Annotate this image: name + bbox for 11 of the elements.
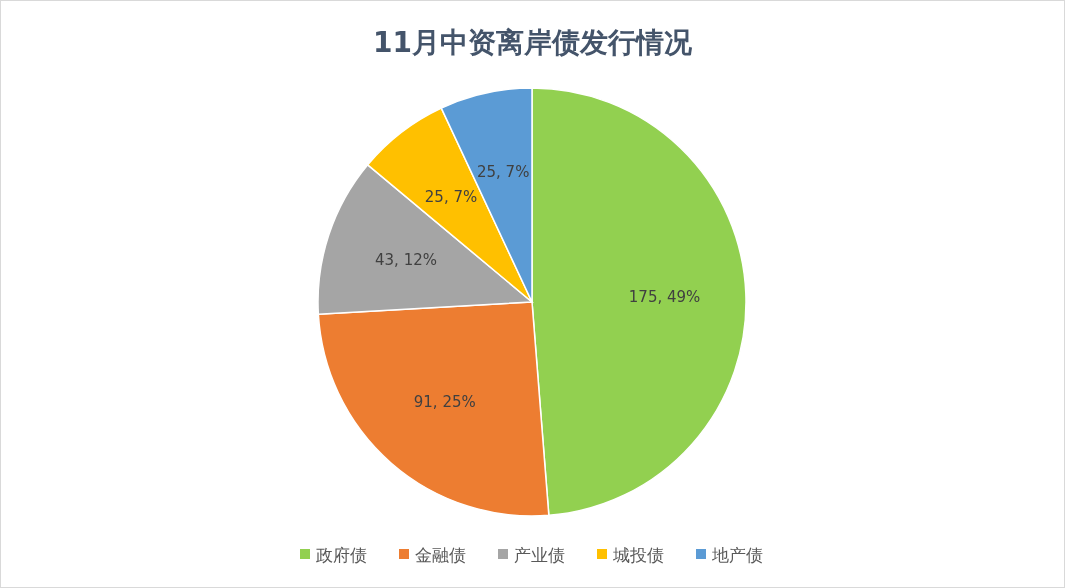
legend-label: 金融债	[415, 545, 466, 565]
legend-label: 产业债	[514, 545, 565, 565]
data-label: 91, 25%	[413, 392, 476, 411]
legend-label: 政府债	[316, 545, 367, 565]
chart-title: 11月中资离岸债发行情况	[373, 26, 693, 59]
data-label: 43, 12%	[375, 251, 438, 270]
legend-label: 地产债	[711, 545, 763, 565]
data-label: 25, 7%	[476, 163, 530, 182]
data-label: 175, 49%	[628, 287, 701, 306]
data-label: 25, 7%	[424, 187, 478, 206]
legend-label: 城投债	[612, 545, 664, 565]
